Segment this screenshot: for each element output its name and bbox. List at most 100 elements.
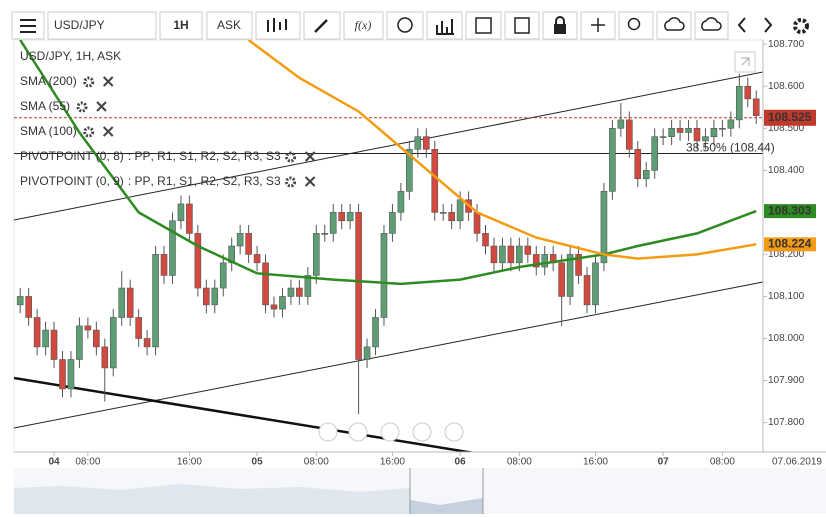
interval-button[interactable] — [159, 11, 203, 40]
candle-body — [676, 127, 684, 133]
candle-body — [270, 304, 278, 310]
channel-lower — [14, 281, 763, 429]
candle-body — [304, 275, 312, 297]
info-button[interactable] — [386, 11, 424, 40]
indicator-button[interactable] — [343, 11, 384, 40]
x-tick-label: 04 — [48, 457, 60, 468]
price-box-label: 108.224 — [768, 236, 812, 250]
navigator-selection — [410, 498, 483, 514]
candle-body — [211, 287, 219, 306]
candle-body — [169, 220, 176, 276]
plot-area — [14, 40, 763, 415]
candle-body — [702, 136, 709, 142]
nav-reset[interactable] — [380, 422, 400, 442]
settings-icon[interactable] — [83, 126, 95, 138]
candle-body — [203, 287, 210, 306]
candle-body — [507, 245, 515, 264]
candle-body — [279, 296, 286, 310]
channel-upper — [14, 71, 763, 221]
nav-zoom-out[interactable] — [348, 422, 368, 442]
download-icon — [701, 17, 722, 31]
zoom-icon — [627, 17, 641, 31]
remove-icon[interactable] — [304, 151, 316, 162]
settings-icon[interactable] — [285, 176, 297, 188]
candle-body — [219, 262, 227, 289]
legend-entry: SMA (100) — [20, 124, 77, 138]
settings-button[interactable] — [793, 18, 809, 34]
chart-type-button[interactable] — [255, 11, 301, 40]
candle-body — [389, 212, 396, 234]
nav-zoom-in[interactable] — [412, 422, 432, 442]
pivot-part: , S3 — [259, 174, 281, 188]
candle-body — [135, 317, 142, 339]
remove-icon[interactable] — [96, 101, 107, 112]
legend-entry: SMA (55) — [20, 99, 70, 113]
candle-body — [710, 127, 718, 137]
calendar-button[interactable] — [465, 11, 502, 40]
draw-icon — [314, 19, 328, 33]
upload-icon — [664, 17, 685, 31]
chart-type-icon — [267, 18, 287, 32]
pivot-label: 38.50% (108.44) — [686, 141, 775, 155]
candle-body — [439, 212, 447, 214]
candle-body — [363, 346, 371, 360]
x-tick-label: 16:00 — [583, 457, 608, 468]
y-tick-label: 108.200 — [768, 249, 805, 260]
candle-body — [626, 119, 633, 150]
candle-body — [93, 329, 100, 348]
remove-icon[interactable] — [102, 76, 114, 87]
candle-body — [42, 329, 49, 348]
settings-icon[interactable] — [285, 151, 297, 163]
candle-body — [16, 296, 24, 306]
nav-left[interactable] — [318, 422, 338, 442]
pivot-part: : PP — [128, 174, 151, 188]
candle-body — [372, 317, 379, 348]
upload-button[interactable] — [656, 11, 692, 40]
y-tick-label: 108.000 — [768, 333, 805, 344]
y-tick-label: 108.700 — [768, 39, 805, 50]
pivot-part: : PP — [128, 149, 151, 163]
news-button[interactable] — [504, 11, 540, 40]
candle-body — [84, 325, 92, 331]
news-icon — [514, 17, 530, 34]
y-tick-label: 108.400 — [768, 165, 805, 176]
remove-icon[interactable] — [102, 126, 114, 137]
menu-icon — [20, 19, 36, 33]
settings-icon[interactable] — [83, 76, 95, 88]
candle-body — [499, 245, 506, 264]
candle-body — [482, 233, 489, 247]
settings-icon[interactable] — [76, 101, 88, 113]
candle-body — [338, 212, 345, 222]
crosshair-icon — [591, 18, 605, 32]
price-box — [764, 204, 816, 219]
candle-body — [346, 212, 354, 222]
candle-body — [490, 245, 498, 264]
candle-body — [76, 325, 83, 360]
zoom-button[interactable] — [618, 11, 654, 40]
side-button[interactable] — [206, 11, 253, 40]
nav-right[interactable] — [444, 422, 464, 442]
candle-body — [118, 287, 126, 318]
forward-button[interactable] — [764, 17, 773, 33]
legend-entry: SMA (200) — [20, 74, 77, 88]
candle-body — [693, 127, 701, 142]
pivot-part: , R3 — [237, 174, 259, 188]
pivot-part: , S2 — [216, 174, 238, 188]
remove-icon[interactable] — [304, 176, 316, 187]
y-tick-label: 108.100 — [768, 291, 805, 302]
candle-body — [160, 254, 168, 276]
symbol-input[interactable] — [47, 11, 157, 40]
navigator-area — [14, 484, 410, 514]
side-text: ASK — [217, 18, 241, 32]
pivot-legend: PIVOTPOINT (0, 9) — [20, 174, 124, 188]
candle-body — [380, 233, 388, 318]
download-button[interactable] — [694, 11, 729, 40]
date-label: 07.06.2019 — [772, 457, 822, 468]
back-button[interactable] — [737, 17, 746, 33]
candle-body — [609, 127, 616, 192]
candle-body — [600, 191, 608, 264]
candle-body — [50, 329, 58, 360]
legend-title: USD/JPY, 1H, ASK — [20, 49, 121, 63]
